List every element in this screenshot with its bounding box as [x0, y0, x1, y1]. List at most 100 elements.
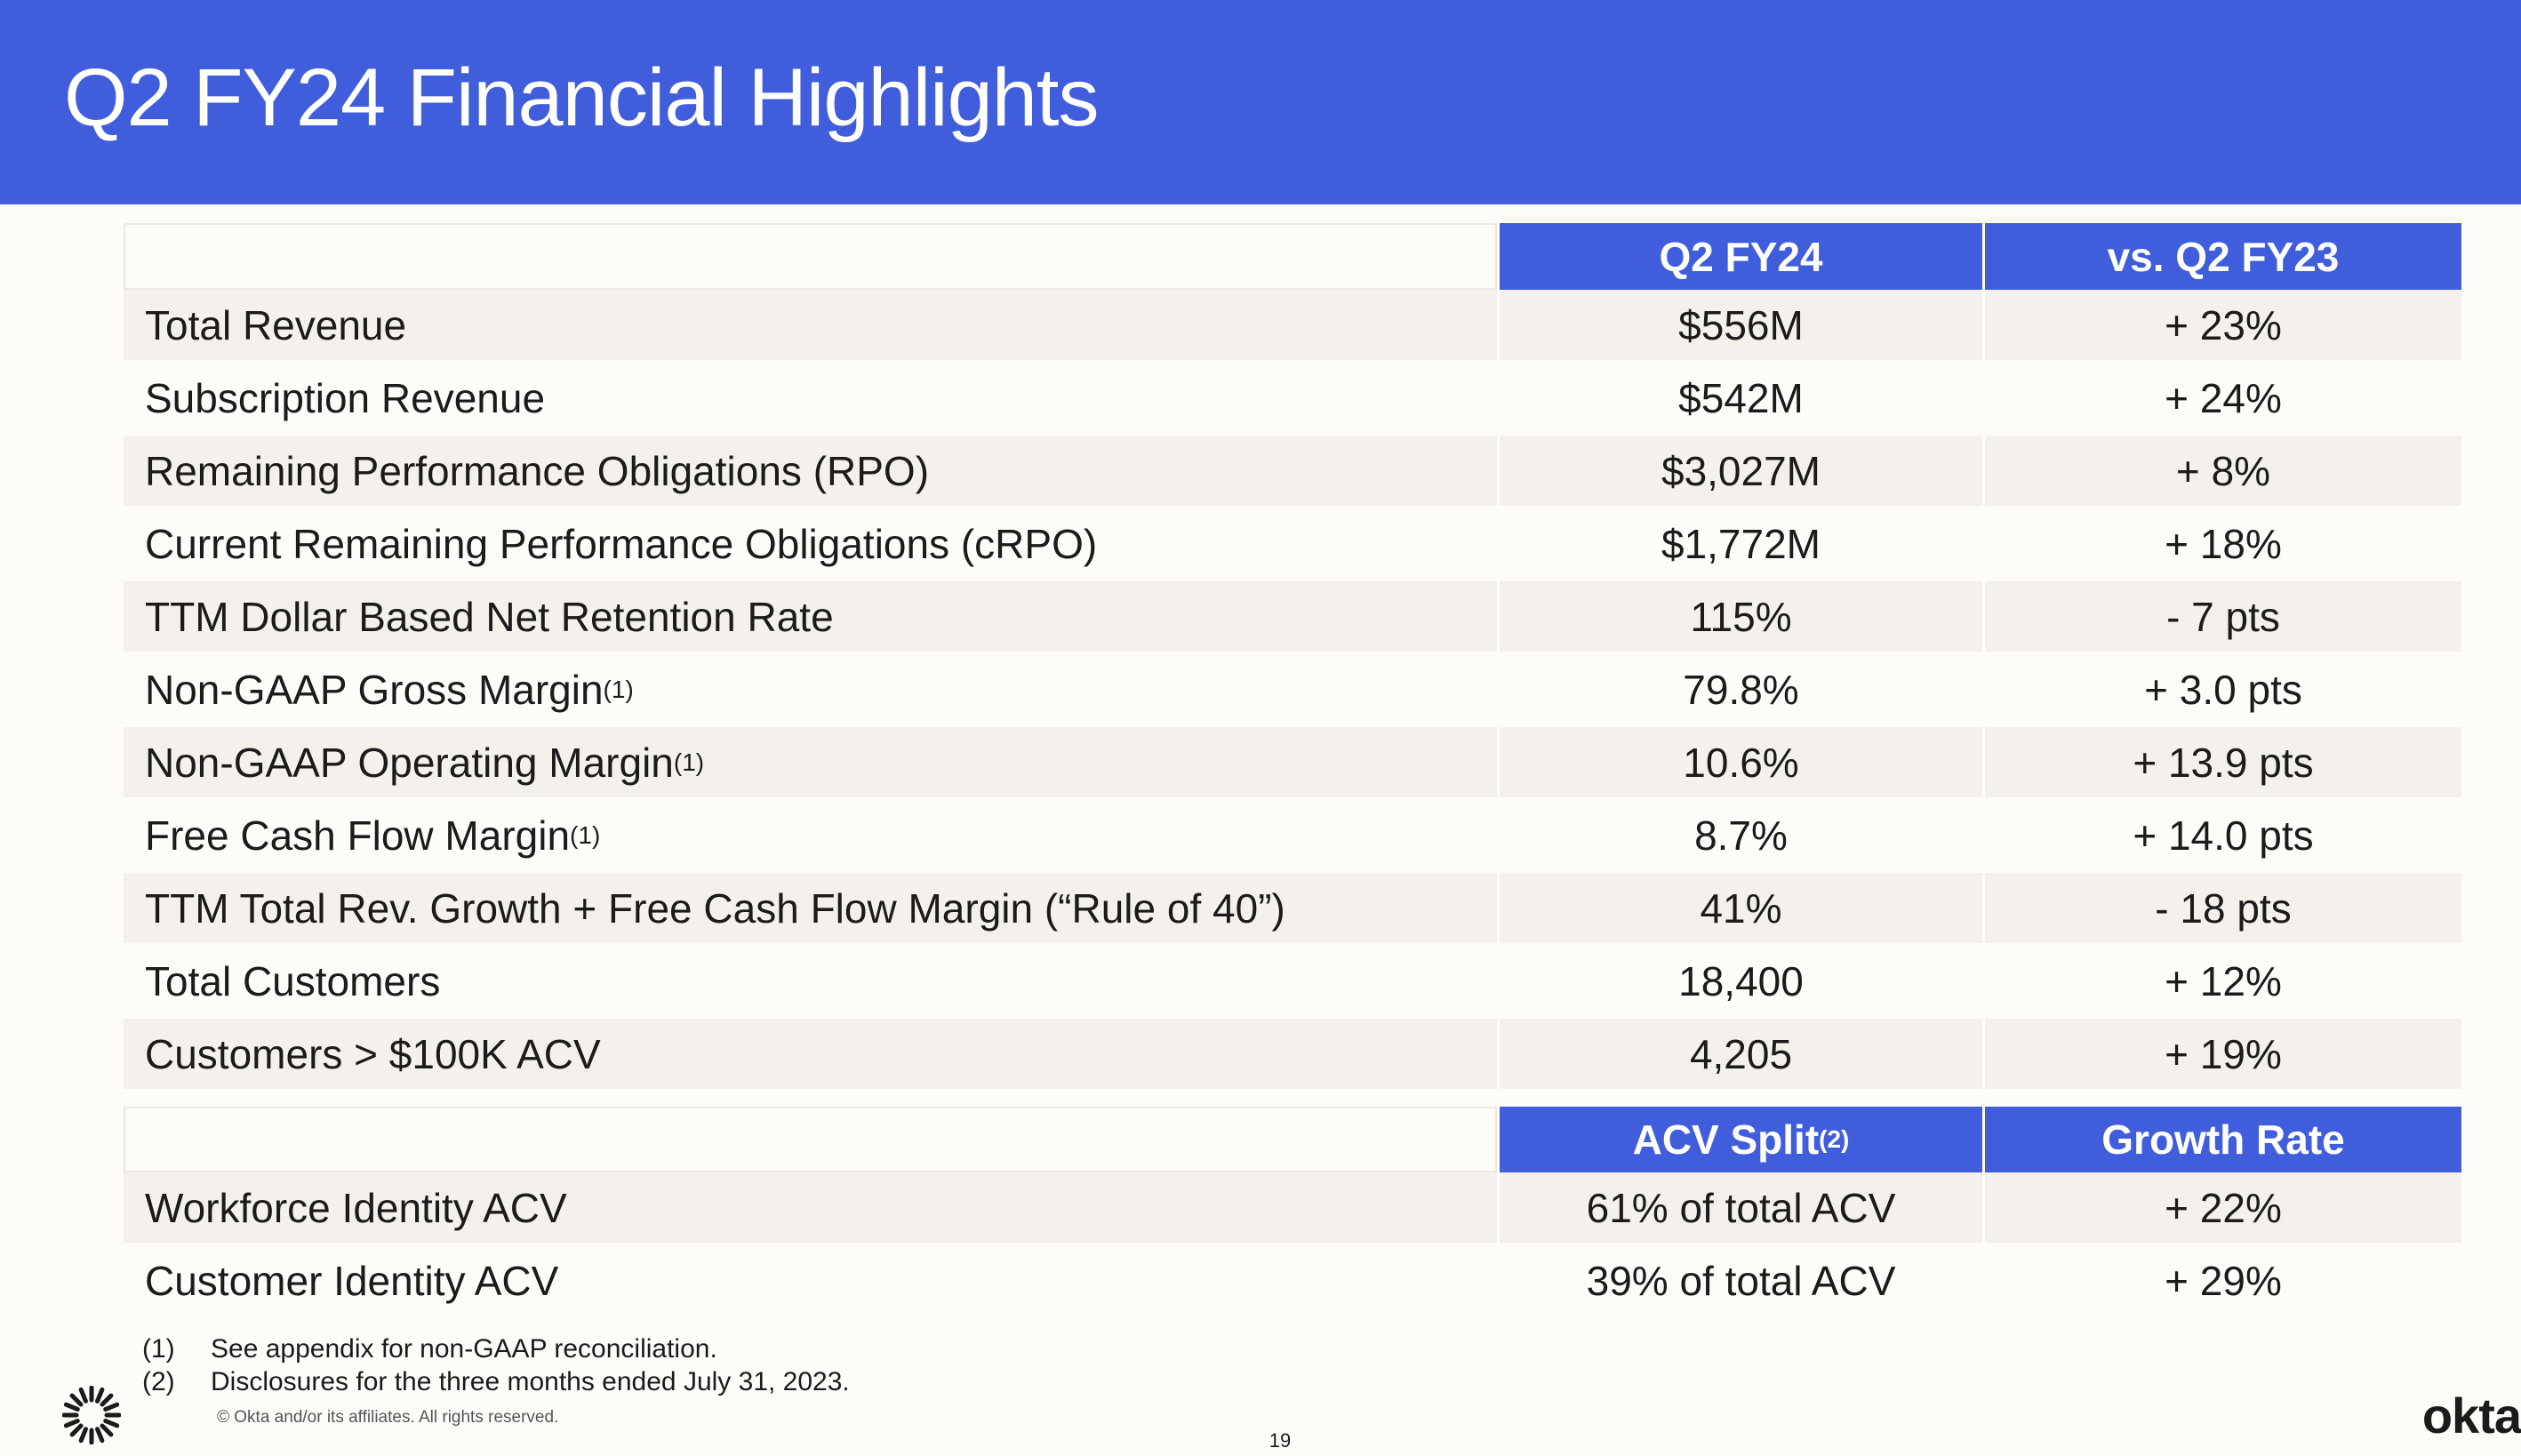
- cell-text: TTM Dollar Based Net Retention Rate: [145, 593, 834, 640]
- cell-text: + 13.9 pts: [2133, 739, 2314, 786]
- cell-text: 41%: [1700, 884, 1782, 932]
- row-change: + 22%: [1985, 1172, 2461, 1243]
- cell-text: $1,772M: [1661, 520, 1821, 567]
- cell-text: 8.7%: [1694, 812, 1788, 859]
- row-value: 41%: [1500, 873, 1982, 943]
- cell-text: Customer Identity ACV: [145, 1257, 559, 1304]
- cell-text: Non-GAAP Gross Margin: [145, 666, 604, 713]
- footnote-marker: (2): [142, 1367, 204, 1399]
- row-label: Customer Identity ACV: [124, 1245, 1497, 1316]
- column-header: ACV Split (2): [1500, 1107, 1982, 1172]
- cell-text: + 24%: [2165, 374, 2282, 421]
- row-change: + 29%: [1985, 1245, 2461, 1316]
- row-value: $556M: [1500, 290, 1982, 360]
- footnote-text: Disclosures for the three months ended J…: [211, 1367, 1100, 1399]
- cell-text: Workforce Identity ACV: [145, 1184, 567, 1231]
- row-label: TTM Total Rev. Growth + Free Cash Flow M…: [124, 873, 1497, 943]
- cell-text: + 3.0 pts: [2144, 666, 2302, 713]
- row-change: + 19%: [1985, 1019, 2461, 1089]
- cell-text: Customers > $100K ACV: [145, 1030, 601, 1077]
- row-value: 61% of total ACV: [1500, 1172, 1982, 1243]
- cell-text: $542M: [1678, 374, 1804, 421]
- row-change: + 3.0 pts: [1985, 654, 2461, 724]
- column-header: Q2 FY24: [1500, 223, 1982, 290]
- cell-text: vs. Q2 FY23: [2107, 233, 2340, 280]
- logo-ray: [69, 1393, 84, 1407]
- cell-text: + 14.0 pts: [2133, 812, 2314, 859]
- row-change: + 8%: [1985, 436, 2461, 506]
- cell-text: © Okta and/or its affiliates. All rights…: [217, 1408, 559, 1427]
- cell-text: + 19%: [2165, 1030, 2282, 1077]
- logo-ray: [78, 1387, 88, 1404]
- cell-text: $556M: [1678, 301, 1804, 348]
- row-value: 10.6%: [1500, 727, 1982, 797]
- logo-ray: [95, 1387, 105, 1404]
- cell-text: Current Remaining Performance Obligation…: [145, 520, 1098, 567]
- row-value: 18,400: [1500, 946, 1982, 1016]
- cell-text: TTM Total Rev. Growth + Free Cash Flow M…: [145, 884, 1285, 932]
- row-value: 4,205: [1500, 1019, 1982, 1089]
- cell-text: + 23%: [2165, 301, 2282, 348]
- row-change: - 7 pts: [1985, 581, 2461, 652]
- row-change: + 23%: [1985, 290, 2461, 360]
- cell-text: Disclosures for the three months ended J…: [211, 1367, 850, 1396]
- cell-text: 10.6%: [1683, 739, 1799, 786]
- cell-text: Free Cash Flow Margin: [145, 812, 571, 859]
- row-change: + 13.9 pts: [1985, 727, 2461, 797]
- row-label: Free Cash Flow Margin (1): [124, 800, 1497, 870]
- row-value: $1,772M: [1500, 508, 1982, 579]
- row-change: + 14.0 pts: [1985, 800, 2461, 870]
- header-blank: [124, 1107, 1497, 1172]
- row-label: Current Remaining Performance Obligation…: [124, 508, 1497, 579]
- row-label: Subscription Revenue: [124, 363, 1497, 433]
- cell-text: Q2 FY24: [1659, 233, 1823, 280]
- row-value: 8.7%: [1500, 800, 1982, 870]
- row-change: + 18%: [1985, 508, 2461, 579]
- cell-text: Subscription Revenue: [145, 374, 546, 421]
- cell-text: 19: [1269, 1429, 1292, 1452]
- cell-text: See appendix for non-GAAP reconciliation…: [211, 1334, 717, 1364]
- cell-text: 4,205: [1689, 1030, 1793, 1077]
- row-label: Customers > $100K ACV: [124, 1019, 1497, 1089]
- header-band: [0, 0, 2521, 204]
- cell-text: - 18 pts: [2155, 884, 2292, 932]
- row-value: $3,027M: [1500, 436, 1982, 506]
- cell-text: (2): [142, 1367, 175, 1396]
- slide-title: Q2 FY24 Financial Highlights: [64, 52, 1099, 143]
- row-label: Non-GAAP Gross Margin (1): [124, 654, 1497, 724]
- row-value: 39% of total ACV: [1500, 1245, 1982, 1316]
- cell-text: Non-GAAP Operating Margin: [145, 739, 674, 786]
- logo-ray: [63, 1419, 80, 1428]
- logo-ray: [69, 1423, 84, 1437]
- logo-ray: [95, 1427, 105, 1444]
- row-value: 115%: [1500, 581, 1982, 652]
- cell-text: Total Revenue: [145, 301, 407, 348]
- column-header: vs. Q2 FY23: [1985, 223, 2461, 290]
- row-change: - 18 pts: [1985, 873, 2461, 943]
- cell-text: $3,027M: [1661, 447, 1821, 494]
- column-header: Growth Rate: [1985, 1107, 2461, 1172]
- row-label: Non-GAAP Operating Margin (1): [124, 727, 1497, 797]
- okta-logo: okta: [2418, 1387, 2521, 1444]
- page-number: 19: [1253, 1429, 1307, 1452]
- footnote-marker: (1): [142, 1334, 204, 1366]
- cell-text: Total Customers: [145, 957, 441, 1004]
- cell-text: - 7 pts: [2166, 593, 2280, 640]
- copyright: © Okta and/or its affiliates. All rights…: [217, 1408, 750, 1429]
- logo-ray: [63, 1402, 80, 1412]
- row-change: + 24%: [1985, 363, 2461, 433]
- cell-text: okta: [2421, 1388, 2521, 1444]
- cell-text: + 8%: [2175, 447, 2271, 494]
- row-value: $542M: [1500, 363, 1982, 433]
- row-label: Total Customers: [124, 946, 1497, 1016]
- cell-text: Growth Rate: [2101, 1116, 2345, 1163]
- cell-text: + 12%: [2165, 957, 2282, 1004]
- logo-ray: [103, 1402, 120, 1412]
- cell-text: (1): [142, 1334, 175, 1364]
- row-label: TTM Dollar Based Net Retention Rate: [124, 581, 1497, 652]
- cell-text: 18,400: [1678, 957, 1804, 1004]
- cell-text: Remaining Performance Obligations (RPO): [145, 447, 930, 494]
- row-value: 79.8%: [1500, 654, 1982, 724]
- row-label: Workforce Identity ACV: [124, 1172, 1497, 1243]
